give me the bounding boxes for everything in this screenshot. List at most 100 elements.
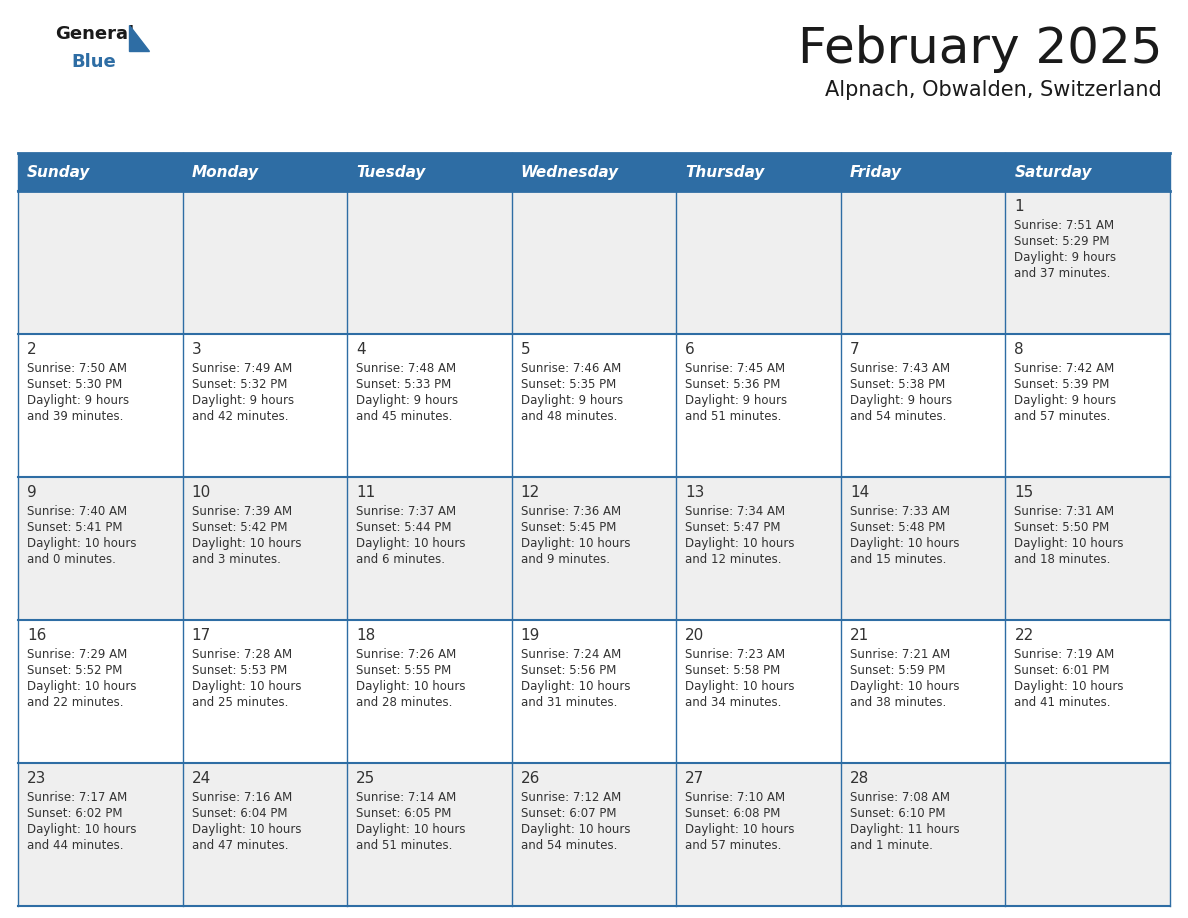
Text: and 15 minutes.: and 15 minutes.	[849, 553, 946, 566]
Text: Sunrise: 7:14 AM: Sunrise: 7:14 AM	[356, 791, 456, 804]
Text: Daylight: 9 hours: Daylight: 9 hours	[849, 394, 952, 407]
Text: 23: 23	[27, 771, 46, 786]
Text: and 41 minutes.: and 41 minutes.	[1015, 696, 1111, 709]
Text: Daylight: 10 hours: Daylight: 10 hours	[849, 537, 960, 550]
Text: Sunrise: 7:37 AM: Sunrise: 7:37 AM	[356, 505, 456, 518]
Text: Sunset: 6:08 PM: Sunset: 6:08 PM	[685, 807, 781, 820]
Text: Sunrise: 7:51 AM: Sunrise: 7:51 AM	[1015, 219, 1114, 232]
Text: 11: 11	[356, 485, 375, 500]
Text: 8: 8	[1015, 342, 1024, 357]
Text: Sunset: 5:56 PM: Sunset: 5:56 PM	[520, 664, 617, 677]
Text: and 9 minutes.: and 9 minutes.	[520, 553, 609, 566]
Text: Sunrise: 7:26 AM: Sunrise: 7:26 AM	[356, 648, 456, 661]
Text: Daylight: 10 hours: Daylight: 10 hours	[520, 537, 630, 550]
Text: Sunset: 6:05 PM: Sunset: 6:05 PM	[356, 807, 451, 820]
Text: Sunrise: 7:49 AM: Sunrise: 7:49 AM	[191, 362, 292, 375]
Text: Sunrise: 7:17 AM: Sunrise: 7:17 AM	[27, 791, 127, 804]
Text: General: General	[55, 25, 134, 43]
Text: 22: 22	[1015, 628, 1034, 643]
Text: Daylight: 10 hours: Daylight: 10 hours	[356, 680, 466, 693]
Text: 27: 27	[685, 771, 704, 786]
Text: 24: 24	[191, 771, 210, 786]
Text: 9: 9	[27, 485, 37, 500]
Text: and 34 minutes.: and 34 minutes.	[685, 696, 782, 709]
Bar	[18, 620, 1170, 763]
Text: Wednesday: Wednesday	[520, 164, 619, 180]
Text: 16: 16	[27, 628, 46, 643]
Text: 26: 26	[520, 771, 541, 786]
Text: Sunrise: 7:19 AM: Sunrise: 7:19 AM	[1015, 648, 1114, 661]
Text: and 12 minutes.: and 12 minutes.	[685, 553, 782, 566]
Text: Sunrise: 7:42 AM: Sunrise: 7:42 AM	[1015, 362, 1114, 375]
Text: Sunrise: 7:29 AM: Sunrise: 7:29 AM	[27, 648, 127, 661]
Text: Sunrise: 7:10 AM: Sunrise: 7:10 AM	[685, 791, 785, 804]
Text: Sunset: 6:07 PM: Sunset: 6:07 PM	[520, 807, 617, 820]
Text: Sunset: 5:52 PM: Sunset: 5:52 PM	[27, 664, 122, 677]
Text: 13: 13	[685, 485, 704, 500]
Text: and 44 minutes.: and 44 minutes.	[27, 839, 124, 852]
Text: Sunset: 5:50 PM: Sunset: 5:50 PM	[1015, 521, 1110, 534]
Bar	[18, 763, 1170, 906]
Text: Sunday: Sunday	[27, 164, 90, 180]
Text: Daylight: 10 hours: Daylight: 10 hours	[27, 537, 137, 550]
Text: Sunrise: 7:28 AM: Sunrise: 7:28 AM	[191, 648, 292, 661]
Text: Daylight: 10 hours: Daylight: 10 hours	[685, 680, 795, 693]
Bar	[18, 191, 1170, 334]
Text: Sunrise: 7:24 AM: Sunrise: 7:24 AM	[520, 648, 621, 661]
Text: February 2025: February 2025	[797, 25, 1162, 73]
Text: Daylight: 9 hours: Daylight: 9 hours	[27, 394, 129, 407]
Text: 10: 10	[191, 485, 210, 500]
Text: Sunset: 5:29 PM: Sunset: 5:29 PM	[1015, 235, 1110, 248]
Text: Sunset: 5:45 PM: Sunset: 5:45 PM	[520, 521, 617, 534]
Text: and 3 minutes.: and 3 minutes.	[191, 553, 280, 566]
Text: Sunrise: 7:16 AM: Sunrise: 7:16 AM	[191, 791, 292, 804]
Text: and 47 minutes.: and 47 minutes.	[191, 839, 287, 852]
Text: Sunset: 6:01 PM: Sunset: 6:01 PM	[1015, 664, 1110, 677]
Text: Sunrise: 7:45 AM: Sunrise: 7:45 AM	[685, 362, 785, 375]
Text: Daylight: 10 hours: Daylight: 10 hours	[849, 680, 960, 693]
Text: Tuesday: Tuesday	[356, 164, 425, 180]
Text: and 48 minutes.: and 48 minutes.	[520, 410, 617, 423]
Text: Thursday: Thursday	[685, 164, 765, 180]
Bar	[18, 477, 1170, 620]
Text: 7: 7	[849, 342, 859, 357]
Text: and 6 minutes.: and 6 minutes.	[356, 553, 446, 566]
Text: Sunrise: 7:33 AM: Sunrise: 7:33 AM	[849, 505, 950, 518]
Text: Blue: Blue	[71, 53, 115, 71]
Text: 20: 20	[685, 628, 704, 643]
Text: 4: 4	[356, 342, 366, 357]
Text: Sunrise: 7:46 AM: Sunrise: 7:46 AM	[520, 362, 621, 375]
Text: Sunset: 5:36 PM: Sunset: 5:36 PM	[685, 378, 781, 391]
Text: 19: 19	[520, 628, 541, 643]
Text: Sunset: 5:32 PM: Sunset: 5:32 PM	[191, 378, 287, 391]
Text: Sunset: 5:55 PM: Sunset: 5:55 PM	[356, 664, 451, 677]
Text: Daylight: 10 hours: Daylight: 10 hours	[191, 537, 301, 550]
Text: Sunrise: 7:31 AM: Sunrise: 7:31 AM	[1015, 505, 1114, 518]
Text: Sunrise: 7:21 AM: Sunrise: 7:21 AM	[849, 648, 950, 661]
Text: Sunrise: 7:34 AM: Sunrise: 7:34 AM	[685, 505, 785, 518]
Text: Sunset: 6:02 PM: Sunset: 6:02 PM	[27, 807, 122, 820]
Text: Alpnach, Obwalden, Switzerland: Alpnach, Obwalden, Switzerland	[826, 80, 1162, 100]
Text: and 51 minutes.: and 51 minutes.	[685, 410, 782, 423]
Text: Sunrise: 7:12 AM: Sunrise: 7:12 AM	[520, 791, 621, 804]
Text: and 1 minute.: and 1 minute.	[849, 839, 933, 852]
Text: and 25 minutes.: and 25 minutes.	[191, 696, 287, 709]
Text: Daylight: 10 hours: Daylight: 10 hours	[520, 823, 630, 836]
Text: Sunset: 5:39 PM: Sunset: 5:39 PM	[1015, 378, 1110, 391]
Text: and 54 minutes.: and 54 minutes.	[849, 410, 946, 423]
Text: Monday: Monday	[191, 164, 259, 180]
Text: Daylight: 10 hours: Daylight: 10 hours	[27, 823, 137, 836]
Text: Sunset: 5:59 PM: Sunset: 5:59 PM	[849, 664, 946, 677]
Text: Sunrise: 7:23 AM: Sunrise: 7:23 AM	[685, 648, 785, 661]
Text: and 37 minutes.: and 37 minutes.	[1015, 267, 1111, 280]
Text: and 31 minutes.: and 31 minutes.	[520, 696, 617, 709]
Text: Sunset: 5:44 PM: Sunset: 5:44 PM	[356, 521, 451, 534]
Text: Daylight: 10 hours: Daylight: 10 hours	[1015, 537, 1124, 550]
Text: Sunrise: 7:43 AM: Sunrise: 7:43 AM	[849, 362, 950, 375]
Text: Sunset: 5:38 PM: Sunset: 5:38 PM	[849, 378, 946, 391]
Text: Sunset: 5:48 PM: Sunset: 5:48 PM	[849, 521, 946, 534]
Text: Daylight: 9 hours: Daylight: 9 hours	[1015, 394, 1117, 407]
Text: Sunset: 5:42 PM: Sunset: 5:42 PM	[191, 521, 287, 534]
Text: Sunset: 5:47 PM: Sunset: 5:47 PM	[685, 521, 781, 534]
Text: and 51 minutes.: and 51 minutes.	[356, 839, 453, 852]
